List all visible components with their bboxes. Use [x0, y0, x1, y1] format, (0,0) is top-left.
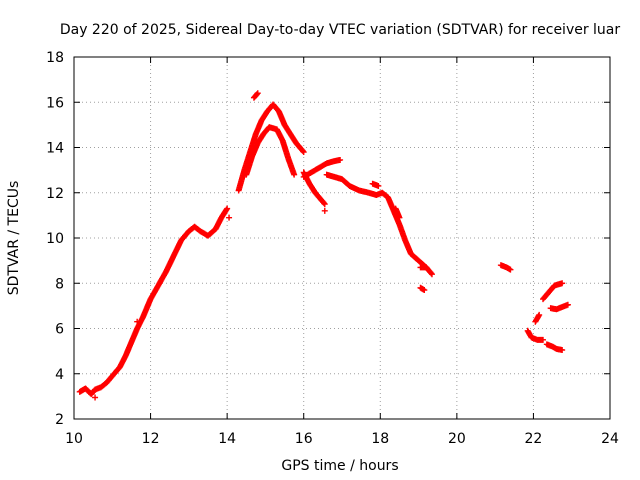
y-tick-label: 8	[55, 276, 64, 292]
y-tick-label: 16	[46, 95, 64, 111]
data-point-marker	[321, 207, 328, 214]
data-segment	[76, 205, 231, 398]
data-segment	[243, 124, 298, 178]
data-segment	[226, 214, 233, 221]
x-tick-label: 12	[142, 431, 160, 447]
y-tick-label: 18	[46, 50, 64, 66]
data-segment	[92, 394, 99, 401]
axis-ticks	[73, 56, 611, 420]
data-segment	[250, 90, 261, 101]
data-point-marker	[421, 287, 428, 294]
data-point-marker	[321, 201, 328, 208]
data-point-marker	[92, 394, 99, 401]
data-segment	[540, 280, 566, 303]
y-tick-label: 14	[46, 141, 64, 157]
data-segment	[417, 264, 430, 271]
data-point-marker	[321, 200, 328, 207]
x-tick-label: 24	[601, 431, 619, 447]
data-point-marker	[291, 171, 298, 178]
y-tick-label: 6	[55, 322, 64, 338]
data-segment	[524, 327, 546, 343]
data-point-marker	[226, 214, 233, 221]
x-tick-label: 14	[218, 431, 236, 447]
data-segment	[547, 301, 571, 313]
data-segment	[392, 205, 403, 221]
x-tick-labels: 10 12 14 16 18 20 22 24	[65, 431, 619, 447]
x-axis-label: GPS time / hours	[281, 458, 398, 474]
data-point-marker	[224, 205, 231, 212]
data-point-marker	[540, 336, 546, 343]
data-point-marker	[423, 264, 430, 271]
y-tick-label: 12	[46, 186, 64, 202]
data-point-marker	[564, 301, 571, 308]
data-point-marker	[507, 266, 514, 273]
data-point-marker	[559, 280, 566, 287]
data-segment	[532, 311, 543, 325]
x-tick-label: 20	[448, 431, 466, 447]
y-tick-label: 2	[55, 412, 64, 428]
data-segment	[417, 284, 428, 294]
y-tick-label: 4	[55, 367, 64, 383]
data-segment	[369, 180, 382, 189]
data-point-marker	[134, 318, 141, 325]
data-point-marker	[559, 346, 566, 353]
data-point-marker	[396, 214, 403, 221]
data-segment	[321, 207, 328, 214]
data-point-marker	[254, 90, 261, 97]
data-point-marker	[428, 270, 435, 277]
data-point-marker	[337, 156, 344, 163]
x-tick-label: 18	[371, 431, 389, 447]
data-segment	[300, 156, 344, 180]
data-segment	[235, 101, 307, 194]
data-segment	[543, 341, 566, 353]
data-segment	[134, 318, 141, 325]
y-tick-labels: 2 4 6 8 10 12 14 16 18	[46, 50, 64, 428]
data-point-marker	[299, 148, 306, 155]
data-point-marker	[300, 149, 307, 156]
chart-title: Day 220 of 2025, Sidereal Day-to-day VTE…	[60, 22, 621, 38]
data-point-marker	[375, 182, 382, 189]
grid-lines	[74, 57, 610, 419]
data-point-marker	[536, 311, 543, 318]
data-segment	[323, 171, 435, 278]
data-point-marker	[428, 271, 435, 278]
data-segment	[497, 262, 514, 273]
x-tick-label: 16	[295, 431, 313, 447]
x-tick-label: 22	[525, 431, 543, 447]
y-tick-label: 10	[46, 231, 64, 247]
y-axis-label: SDTVAR / TECUs	[6, 181, 22, 296]
data-points	[76, 90, 571, 401]
x-tick-label: 10	[65, 431, 83, 447]
data-point-marker	[254, 91, 261, 98]
